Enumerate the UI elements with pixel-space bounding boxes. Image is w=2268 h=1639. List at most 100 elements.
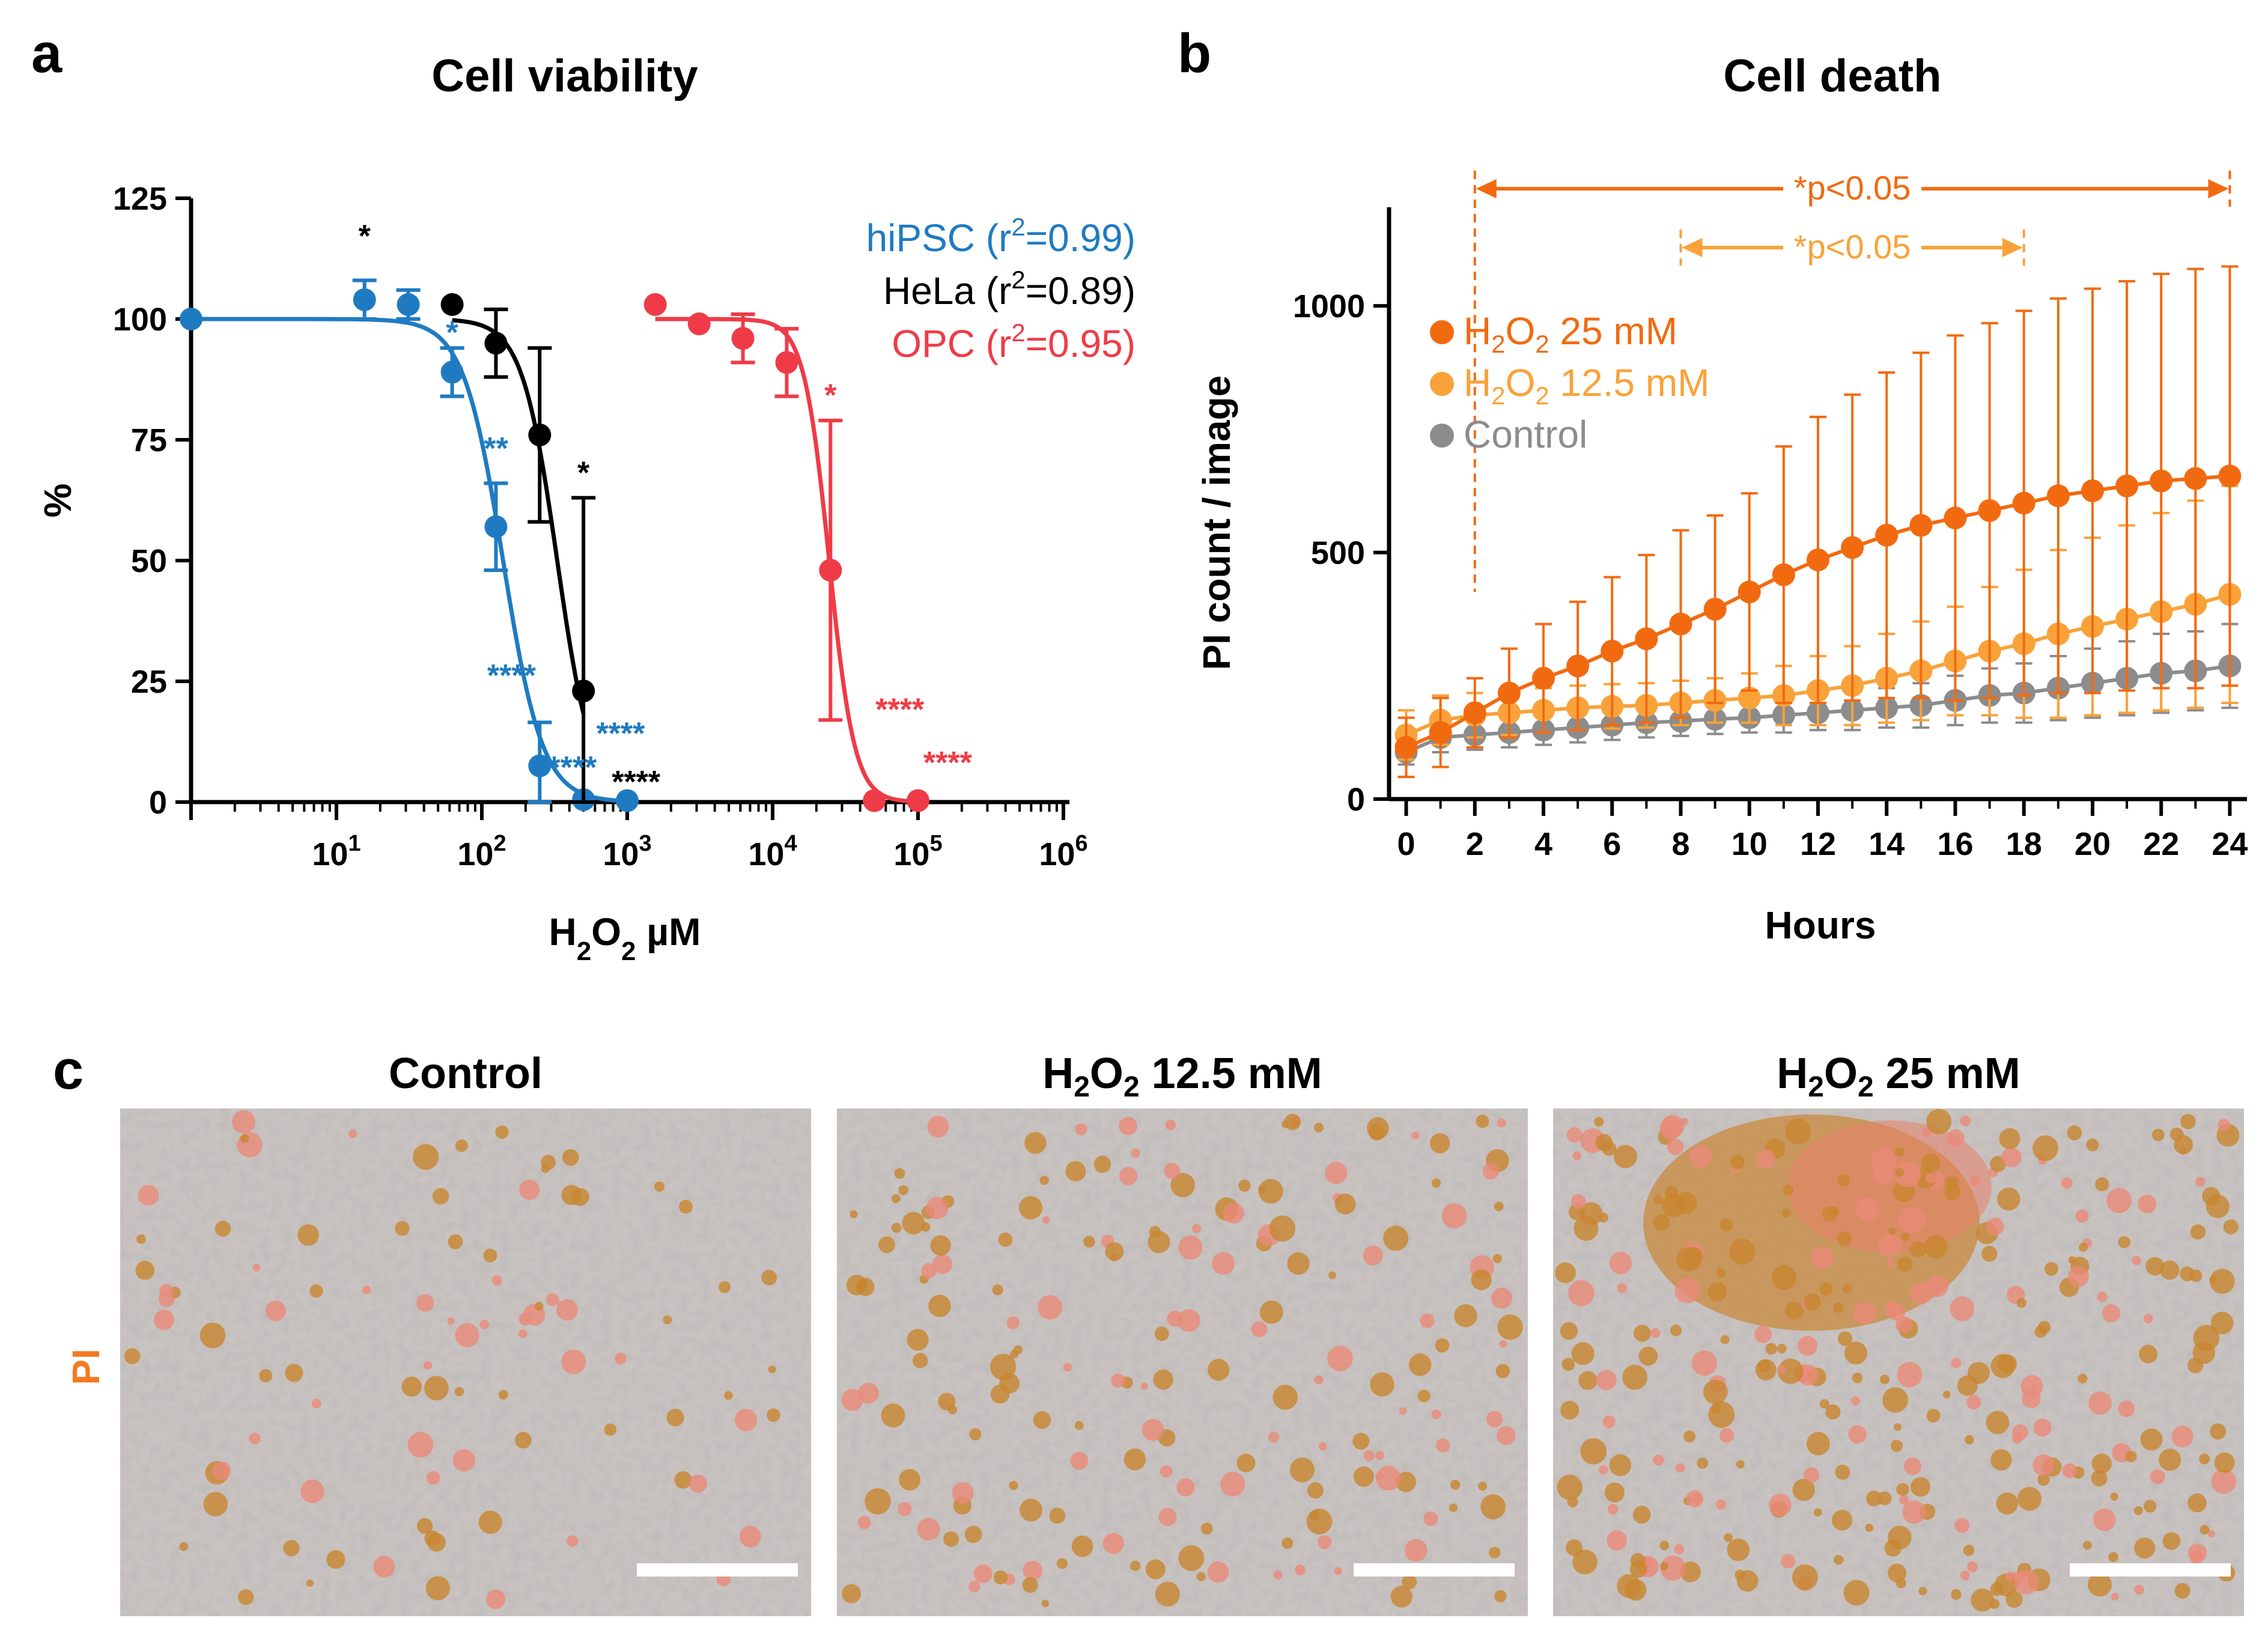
pi-positive-cell	[1495, 1364, 1510, 1378]
pi-positive-cell	[1910, 1282, 1933, 1304]
pi-positive-cell	[2139, 1345, 2158, 1364]
h2o2_25-point	[2184, 467, 2207, 490]
pi-positive-cell	[1307, 1482, 1324, 1499]
pi-positive-cell	[992, 1284, 1003, 1296]
pi-positive-cell	[1950, 1296, 1975, 1321]
pi-positive-cell	[1720, 1218, 1733, 1232]
legend-h2o2_25: H2O2 25 mM	[1464, 309, 1677, 358]
pi-positive-cell	[2102, 1304, 2121, 1323]
pi-positive-cell	[1769, 1494, 1792, 1516]
pi-positive-cell	[1010, 1349, 1019, 1358]
pi-positive-cell	[2118, 1236, 2130, 1248]
significance-marker: ****	[548, 750, 597, 785]
pi-positive-cell	[237, 1589, 254, 1605]
pi-positive-cell	[1852, 1372, 1863, 1384]
pi-positive-cell	[1960, 1571, 1970, 1581]
pi-positive-cell	[265, 1300, 286, 1321]
pi-positive-cell	[1942, 1390, 1951, 1399]
pi-positive-cell	[518, 1329, 527, 1339]
pi-positive-cell	[1729, 1238, 1756, 1265]
pi-positive-cell	[1313, 1122, 1324, 1133]
bracket-arrowhead	[2002, 238, 2023, 258]
pi-positive-cell	[2067, 1125, 2082, 1140]
pi-positive-cell	[666, 1408, 684, 1427]
pi-positive-cell	[2150, 1469, 2165, 1485]
pi-positive-cell	[1674, 1277, 1700, 1304]
y-tick-label: 0	[149, 785, 167, 821]
panel-letter-b: b	[1178, 23, 1211, 84]
significance-marker: ****	[875, 692, 925, 727]
pi-positive-cell	[1494, 1590, 1507, 1603]
pi-positive-cell	[1947, 1129, 1965, 1147]
pi-positive-cell	[1895, 1168, 1904, 1177]
pi-positive-cell	[1223, 1202, 1244, 1224]
pi-positive-cell	[1926, 1108, 1952, 1134]
significance-marker: *	[824, 379, 837, 413]
pi-positive-cell	[891, 1223, 902, 1233]
pi-positive-cell	[455, 1323, 479, 1348]
pi-positive-cell	[1804, 1293, 1821, 1311]
pi-positive-cell	[2160, 1260, 2180, 1280]
legend-control: Control	[1464, 413, 1587, 456]
pi-positive-cell	[1423, 1511, 1438, 1527]
pi-positive-cell	[1020, 1498, 1043, 1522]
pi-positive-cell	[734, 1408, 758, 1432]
pi-positive-cell	[1888, 1227, 1897, 1235]
y-tick-label: 500	[1311, 535, 1365, 571]
h2o2_25-point	[1566, 654, 1590, 678]
pi-positive-cell	[928, 1294, 951, 1318]
hela-point	[572, 680, 595, 703]
x-tick-label: 24	[2212, 826, 2248, 862]
pi-positive-cell	[1715, 1499, 1726, 1510]
pi-positive-cell	[1661, 1193, 1686, 1218]
pi-positive-cell	[926, 1197, 949, 1220]
pi-positive-cell	[1882, 1387, 1908, 1413]
panel-letter-a: a	[31, 23, 62, 84]
opc-point	[819, 559, 842, 582]
pi-positive-cell	[1023, 1560, 1043, 1581]
pi-positive-cell	[1306, 1509, 1333, 1535]
h2o2_25-point	[1737, 580, 1761, 604]
pi-positive-cell	[1295, 1564, 1306, 1576]
pi-positive-cell	[407, 1432, 434, 1458]
chart-a-title: Cell viability	[431, 50, 698, 102]
hela-point	[528, 423, 552, 446]
pi-positive-cell	[2088, 1391, 2112, 1415]
significance-marker: ****	[487, 658, 537, 693]
pi-positive-cell	[416, 1294, 434, 1312]
pi-positive-cell	[1963, 1545, 1975, 1556]
pi-positive-cell	[1009, 1480, 1018, 1491]
pi-positive-cell	[1596, 1370, 1617, 1390]
pi-positive-cell	[1896, 1483, 1909, 1496]
legend-hipsc: hiPSC (r2=0.99)	[866, 213, 1136, 260]
pi-positive-cell	[1837, 1331, 1853, 1346]
x-tick-label: 105	[893, 831, 942, 872]
pi-positive-cell	[1903, 1457, 1922, 1476]
pi-positive-cell	[2082, 1540, 2092, 1550]
h2o2_25-point	[1807, 548, 1829, 571]
pi-positive-cell	[138, 1185, 159, 1206]
pi-positive-cell	[1944, 1176, 1959, 1191]
pi-positive-cell	[1661, 1114, 1685, 1138]
pi-positive-cell	[1998, 1354, 2017, 1373]
pi-positive-cell	[1777, 1343, 1787, 1354]
chart-b-title: Cell death	[1723, 50, 1941, 102]
y-tick-label: 1000	[1293, 288, 1365, 324]
pi-positive-cell	[1334, 1567, 1343, 1575]
pi-positive-cell	[1420, 1313, 1435, 1328]
pi-positive-cell	[1497, 1118, 1507, 1128]
pi-positive-cell	[1119, 1167, 1138, 1185]
opc-point	[643, 293, 667, 316]
h2o2_25-point	[1944, 506, 1967, 530]
h2o2_25-point	[1978, 499, 2001, 522]
pi-positive-cell	[894, 1168, 905, 1179]
pi-positive-cell	[1653, 1214, 1670, 1231]
pi-positive-cell	[1989, 1599, 2000, 1609]
pi-positive-cell	[1038, 1295, 1063, 1320]
pi-positive-cell	[1697, 1457, 1709, 1469]
pi-positive-cell	[447, 1317, 455, 1325]
pi-positive-cell	[1093, 1155, 1111, 1173]
pi-positive-cell	[1167, 1310, 1184, 1327]
pi-positive-cell	[237, 1132, 263, 1158]
pi-positive-cell	[1482, 1163, 1500, 1180]
